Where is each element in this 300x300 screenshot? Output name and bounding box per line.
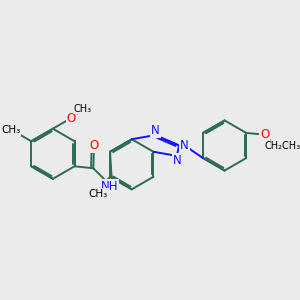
Text: CH₂CH₃: CH₂CH₃ — [265, 141, 300, 151]
Text: O: O — [89, 139, 98, 152]
Text: N: N — [180, 139, 189, 152]
Text: O: O — [67, 112, 76, 125]
Text: CH₃: CH₃ — [74, 104, 92, 114]
Text: N: N — [173, 154, 182, 167]
Text: CH₃: CH₃ — [1, 125, 20, 135]
Text: NH: NH — [100, 180, 118, 193]
Text: N: N — [151, 124, 160, 136]
Text: O: O — [260, 128, 269, 141]
Text: CH₃: CH₃ — [89, 189, 108, 199]
